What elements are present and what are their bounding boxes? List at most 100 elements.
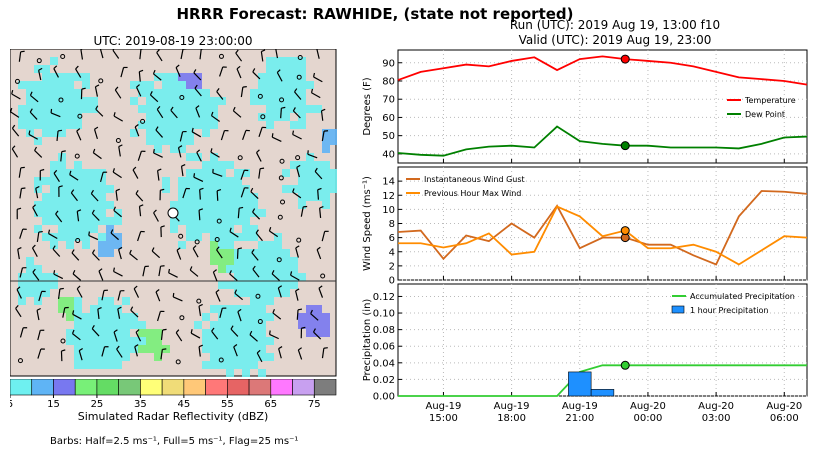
calm-wind-marker	[278, 175, 284, 181]
wind-barb-flag	[58, 185, 63, 188]
calm-wind-marker	[279, 158, 285, 164]
radar-cell	[162, 81, 170, 89]
radar-cell	[242, 329, 250, 337]
radar-cell	[194, 105, 202, 113]
radar-cell	[298, 185, 306, 193]
radar-cell	[242, 281, 250, 289]
wind-barb	[19, 228, 24, 239]
y-tick-label: 0	[389, 276, 395, 287]
radar-cell	[202, 161, 210, 169]
radar-cell	[306, 153, 314, 161]
radar-cell	[42, 65, 50, 73]
radar-cell	[114, 337, 122, 345]
wind-barb	[113, 270, 123, 277]
radar-cell	[226, 217, 234, 225]
wind-barb	[237, 311, 242, 322]
radar-cell	[106, 361, 114, 369]
wind-barb-flag	[16, 286, 21, 290]
radar-cell	[298, 193, 306, 201]
radar-cell	[90, 97, 98, 105]
radar-cell	[138, 121, 146, 129]
radar-cell	[146, 113, 154, 121]
wind-barb	[234, 292, 243, 301]
wind-barb-flag	[52, 245, 56, 250]
wind-barb	[297, 349, 303, 360]
radar-cell	[58, 169, 66, 177]
y-tick-label: 6	[389, 233, 395, 244]
radar-cell	[266, 105, 274, 113]
radar-cell	[178, 193, 186, 201]
radar-cell	[306, 329, 314, 337]
radar-cell	[242, 337, 250, 345]
wind-barb	[94, 86, 99, 97]
calm-wind-marker	[218, 357, 224, 363]
radar-cell	[290, 161, 298, 169]
radar-cell	[106, 353, 114, 361]
radar-cell	[82, 177, 90, 185]
wind-barb	[233, 346, 238, 357]
radar-cell	[242, 321, 250, 329]
radar-cell	[186, 201, 194, 209]
wind-barb	[31, 247, 38, 257]
radar-cell	[210, 345, 218, 353]
valid-time-label: Valid (UTC): 2019 Aug 19, 23:00	[518, 33, 712, 47]
wind-barb	[38, 70, 42, 81]
calm-wind-marker	[60, 53, 66, 59]
wind-barb-flag	[130, 306, 134, 311]
radar-cell	[210, 225, 218, 233]
radar-cell	[210, 153, 218, 161]
radar-cell	[314, 105, 322, 113]
wind-barb	[78, 350, 83, 361]
radar-cell	[34, 65, 42, 73]
radar-cell	[194, 97, 202, 105]
radar-cell	[106, 329, 114, 337]
radar-cell	[90, 353, 98, 361]
y-tick-label: 50	[382, 131, 395, 142]
radar-cell	[114, 353, 122, 361]
radar-cell	[306, 161, 314, 169]
radar-cell	[298, 73, 306, 81]
radar-cell	[42, 89, 50, 97]
radar-cell	[90, 177, 98, 185]
wind-barb	[137, 231, 142, 242]
radar-cell	[50, 193, 58, 201]
radar-cell	[322, 193, 330, 201]
wind-barb	[19, 327, 24, 338]
radar-cell	[162, 89, 170, 97]
wind-barb	[56, 130, 59, 141]
radar-cell	[282, 57, 290, 65]
radar-cell	[34, 89, 42, 97]
wind-barb	[229, 273, 238, 281]
radar-cell	[42, 233, 50, 241]
radar-cell	[58, 161, 66, 169]
radar-cell	[322, 185, 330, 193]
calm-wind-marker	[194, 239, 200, 245]
radar-cell	[234, 209, 242, 217]
radar-cell	[314, 313, 322, 321]
wind-barb	[55, 213, 63, 223]
reflectivity-colorbar: 5 15 25 35 45 55 65 75	[10, 379, 337, 410]
calm-wind-marker	[14, 78, 20, 84]
wind-barb	[76, 211, 80, 222]
radar-cell	[186, 81, 194, 89]
wind-barb-flag	[314, 167, 318, 172]
wind-barb-flag	[229, 270, 232, 275]
radar-cell	[106, 345, 114, 353]
radar-cell	[218, 329, 226, 337]
radar-cell	[18, 81, 26, 89]
wind-barb	[177, 147, 182, 158]
wind-barb	[296, 309, 299, 320]
radar-cell	[202, 89, 210, 97]
wind-barb-flag	[17, 207, 22, 210]
radar-cell	[194, 321, 202, 329]
radar-cell	[34, 297, 42, 305]
wind-barb	[296, 167, 300, 178]
radar-cell	[250, 257, 258, 265]
radar-cell	[58, 225, 66, 233]
wind-barb-flag	[210, 148, 213, 153]
radar-cell	[298, 177, 306, 185]
wind-barb-flag	[91, 249, 96, 254]
wind-barb-flag	[319, 206, 324, 209]
radar-cell	[98, 321, 106, 329]
radar-cell	[234, 345, 242, 353]
